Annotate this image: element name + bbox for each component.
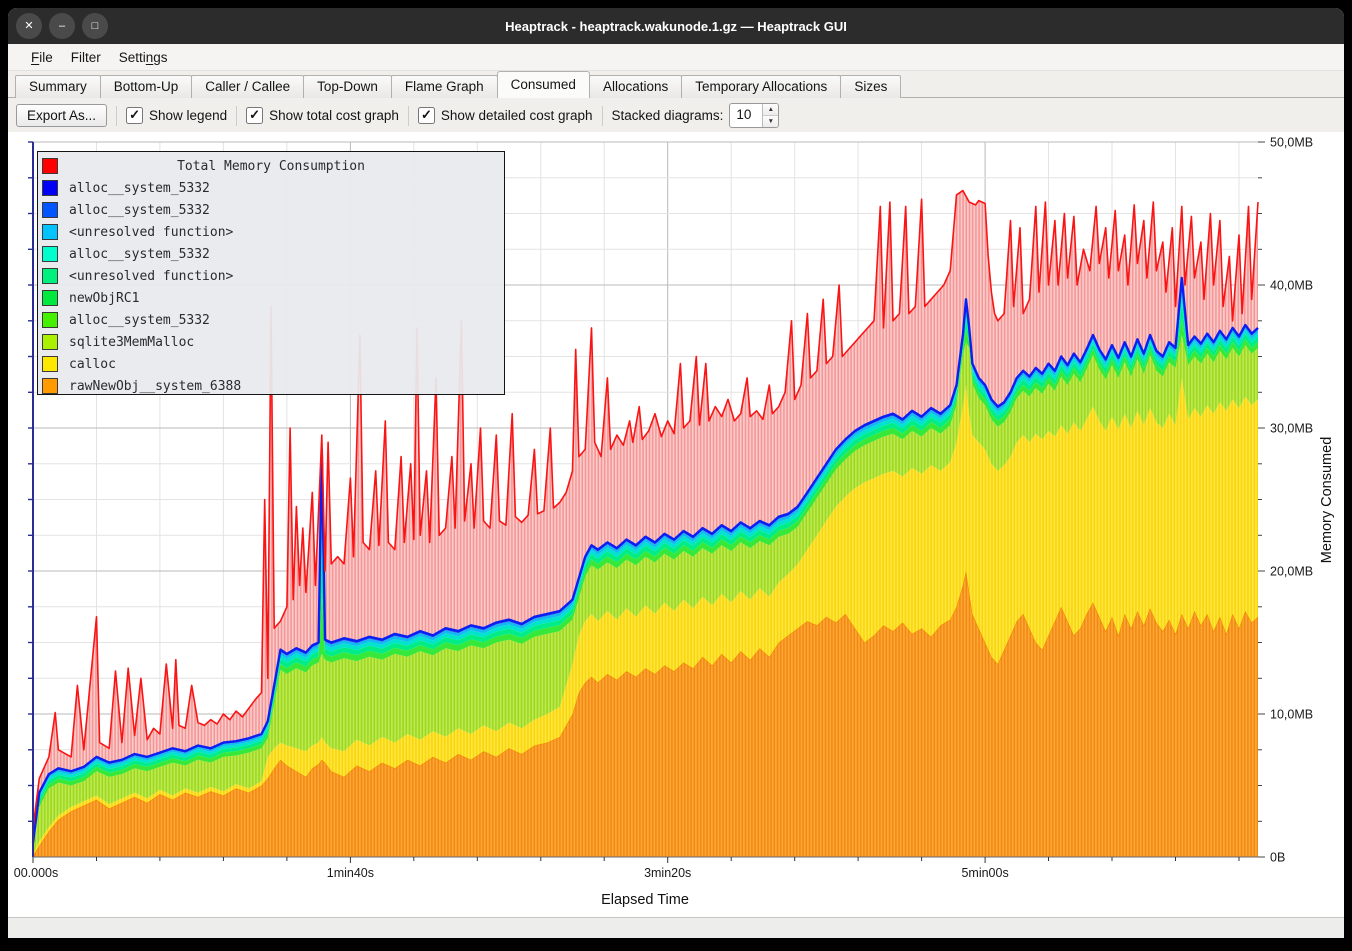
toolbar-separator	[116, 105, 118, 126]
legend-swatch	[42, 246, 58, 262]
tab-top-down[interactable]: Top-Down	[303, 75, 392, 98]
legend-item: alloc__system_5332	[38, 243, 504, 265]
legend-swatch	[42, 268, 58, 284]
maximize-button[interactable]: □	[82, 13, 108, 39]
svg-text:50,0MB: 50,0MB	[1270, 136, 1313, 150]
svg-text:30,0MB: 30,0MB	[1270, 422, 1313, 436]
legend-item: alloc__system_5332	[38, 309, 504, 331]
legend-label: <unresolved function>	[69, 224, 234, 240]
area-sqlite3memmalloc	[33, 335, 1258, 855]
checkbox-label: Show legend	[149, 108, 228, 123]
legend-swatch	[42, 334, 58, 350]
area-total	[33, 190, 1258, 843]
tab-bottom-up[interactable]: Bottom-Up	[99, 75, 193, 98]
legend-label: alloc__system_5332	[69, 180, 210, 196]
checkbox-show-legend[interactable]: ✓ Show legend	[126, 107, 227, 124]
legend-label: rawNewObj__system_6388	[69, 378, 242, 394]
chart-legend: Total Memory Consumption alloc__system_53…	[37, 151, 505, 395]
tab-flame-graph[interactable]: Flame Graph	[390, 75, 498, 98]
toolbar-checkboxes: ✓ Show legend ✓ Show total cost graph ✓ Show …	[126, 105, 593, 126]
legend-title: Total Memory Consumption	[177, 158, 365, 174]
legend-label: <unresolved function>	[69, 268, 234, 284]
legend-item: <unresolved function>	[38, 221, 504, 243]
legend-label: sqlite3MemMalloc	[69, 334, 195, 350]
legend-swatch	[42, 312, 58, 328]
legend-item: alloc__system_5332	[38, 199, 504, 221]
stacked-diagrams-value[interactable]: 10	[736, 107, 752, 122]
legend-label: newObjRC1	[69, 290, 140, 306]
toolbar: Export As... ✓ Show legend ✓ Show total cos…	[8, 98, 1344, 134]
toolbar-separator	[236, 105, 238, 126]
legend-swatch	[42, 378, 58, 394]
spin-down-icon[interactable]: ▼	[763, 116, 779, 127]
tab-allocations[interactable]: Allocations	[588, 75, 683, 98]
stacked-diagrams-control: Stacked diagrams: 10 ▲ ▼	[612, 103, 780, 128]
svg-text:40,0MB: 40,0MB	[1270, 279, 1313, 293]
spinbox-arrows: ▲ ▼	[762, 104, 779, 127]
menubar: File Filter Settings	[8, 44, 1344, 71]
legend-label: alloc__system_5332	[69, 312, 210, 328]
tab-summary[interactable]: Summary	[15, 75, 101, 98]
checkbox-box-icon[interactable]: ✓	[417, 107, 435, 124]
checkbox-box-icon[interactable]: ✓	[126, 107, 144, 124]
stacked-diagrams-spinbox[interactable]: 10 ▲ ▼	[729, 103, 780, 128]
checkbox-show-total-cost-graph[interactable]: ✓ Show total cost graph	[246, 107, 399, 124]
close-button[interactable]: ✕	[16, 13, 42, 39]
app-window: ✕ – □ Heaptrack - heaptrack.wakunode.1.gz …	[8, 8, 1344, 938]
svg-text:1min40s: 1min40s	[327, 866, 374, 880]
x-axis-title: Elapsed Time	[601, 892, 689, 908]
tab-consumed[interactable]: Consumed	[496, 71, 590, 98]
checkbox-label: Show total cost graph	[269, 108, 399, 123]
svg-text:00.000s: 00.000s	[14, 866, 58, 880]
legend-swatch	[42, 356, 58, 372]
menu-filter[interactable]: Filter	[70, 49, 101, 65]
menu-settings[interactable]: Settings	[118, 49, 168, 65]
toolbar-separator	[601, 105, 603, 126]
window-controls: ✕ – □	[16, 13, 108, 39]
tab-caller-callee[interactable]: Caller / Callee	[191, 75, 305, 98]
stacked-diagrams-label: Stacked diagrams:	[611, 108, 724, 123]
tab-sizes[interactable]: Sizes	[840, 75, 902, 98]
legend-label: alloc__system_5332	[69, 202, 210, 218]
svg-text:3min20s: 3min20s	[644, 866, 691, 880]
consumed-chart-area[interactable]: 0B 10,0MB 20,0MB 30,0MB 40,0MB 50,0MB 00.000s 1…	[8, 132, 1344, 917]
svg-text:10,0MB: 10,0MB	[1270, 708, 1313, 722]
titlebar[interactable]: ✕ – □ Heaptrack - heaptrack.wakunode.1.gz …	[8, 8, 1344, 44]
legend-label: alloc__system_5332	[69, 246, 210, 262]
legend-label: calloc	[69, 356, 116, 372]
legend-swatch	[42, 202, 58, 218]
svg-text:20,0MB: 20,0MB	[1270, 565, 1313, 579]
memory-consumption-chart: 0B 10,0MB 20,0MB 30,0MB 40,0MB 50,0MB 00.000s 1…	[14, 136, 1335, 909]
legend-item: <unresolved function>	[38, 265, 504, 287]
menu-file[interactable]: File	[31, 49, 53, 65]
legend-swatch	[42, 224, 58, 240]
area-rawnewobj	[33, 571, 1258, 857]
checkbox-show-detailed-cost-graph[interactable]: ✓ Show detailed cost graph	[417, 107, 593, 124]
legend-swatch	[42, 290, 58, 306]
legend-title-row: Total Memory Consumption	[38, 155, 504, 177]
legend-item: rawNewObj__system_6388	[38, 375, 504, 397]
total-line	[32, 189, 1259, 829]
stack-top-line	[31, 276, 1259, 843]
legend-item: newObjRC1	[38, 287, 504, 309]
tab-temporary-allocations[interactable]: Temporary Allocations	[681, 75, 842, 98]
minimize-button[interactable]: –	[49, 13, 75, 39]
legend-swatch-total	[42, 158, 58, 174]
legend-item: alloc__system_5332	[38, 177, 504, 199]
area-calloc	[33, 377, 1258, 856]
export-as-button[interactable]: Export As...	[16, 104, 108, 127]
legend-item: sqlite3MemMalloc	[38, 331, 504, 353]
y-axis-title: Memory Consumed	[1319, 437, 1335, 564]
tabbar: Summary Bottom-Up Caller / Callee Top-Down F…	[8, 71, 1344, 98]
legend-swatch	[42, 180, 58, 196]
checkbox-label: Show detailed cost graph	[440, 108, 593, 123]
checkbox-box-icon[interactable]: ✓	[246, 107, 264, 124]
statusbar	[8, 917, 1344, 938]
window-title: Heaptrack - heaptrack.wakunode.1.gz — He…	[505, 18, 847, 34]
spin-up-icon[interactable]: ▲	[763, 104, 779, 116]
legend-item: calloc	[38, 353, 504, 375]
svg-text:0B: 0B	[1270, 851, 1285, 865]
svg-text:5min00s: 5min00s	[961, 866, 1008, 880]
toolbar-separator	[407, 105, 409, 126]
